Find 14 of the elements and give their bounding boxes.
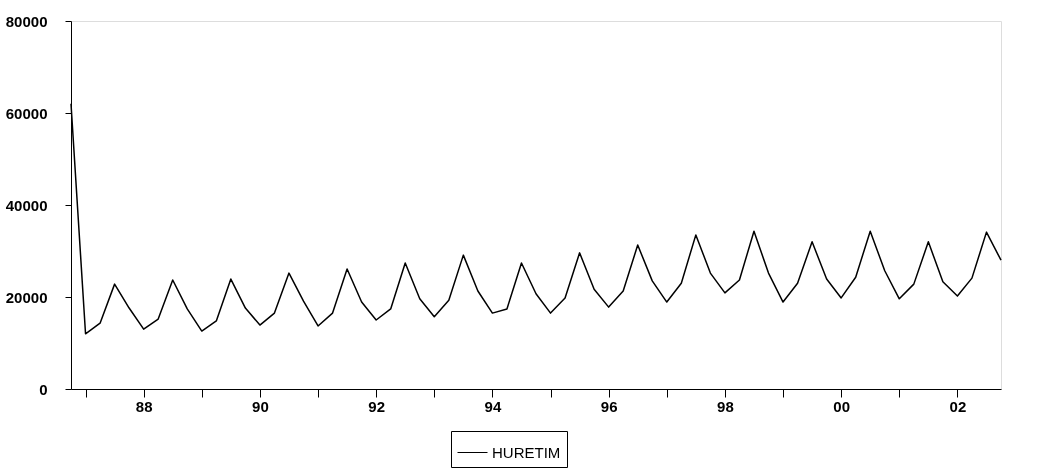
- x-tick-label: 88: [135, 397, 153, 415]
- x-tick-label: 96: [600, 397, 618, 415]
- y-tick-label: 0: [39, 380, 48, 398]
- y-tick-label: 40000: [5, 196, 48, 214]
- x-tick-label: 02: [949, 397, 967, 415]
- x-tick-label: 94: [484, 397, 502, 415]
- x-tick-label: 98: [717, 397, 734, 415]
- y-tick-label: 80000: [5, 12, 48, 30]
- y-tick-label: 60000: [5, 104, 48, 122]
- legend-label: HURETIM: [492, 443, 561, 461]
- x-tick-label: 00: [833, 397, 850, 415]
- x-tick-label: 92: [368, 397, 385, 415]
- y-tick-label: 20000: [5, 288, 48, 306]
- x-tick-label: 90: [252, 397, 269, 415]
